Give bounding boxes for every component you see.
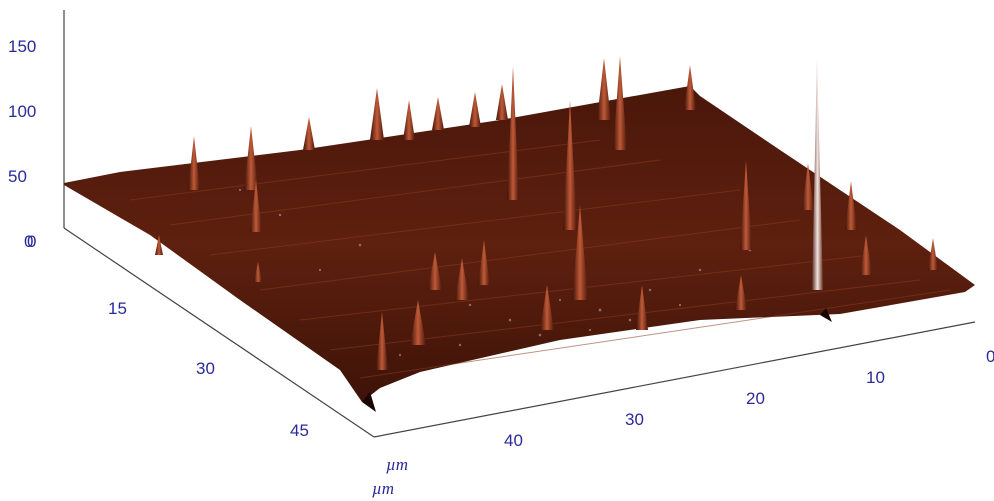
tallest-spike: [812, 58, 823, 290]
peak: [572, 205, 588, 300]
z-tick-label: 100: [8, 102, 36, 121]
z-tick-label: 50: [8, 167, 27, 186]
x-tick-label: 20: [746, 389, 765, 408]
peak: [469, 92, 481, 127]
peak: [507, 66, 519, 200]
y-tick-label: 45: [290, 421, 309, 440]
spike-base-shadow: [820, 308, 832, 322]
surface-plane: [64, 86, 975, 402]
peak: [250, 180, 262, 232]
peak: [155, 235, 163, 255]
x-tick-label: 10: [866, 368, 885, 387]
y-axis-line: [63, 227, 375, 438]
peak: [636, 285, 648, 330]
peak: [188, 136, 200, 190]
peak: [496, 84, 508, 120]
peak: [563, 100, 577, 230]
y-tick-label: 30: [196, 359, 215, 378]
peak: [303, 117, 315, 150]
peak: [432, 97, 444, 130]
peak: [370, 88, 384, 140]
x-tick-label: 30: [625, 410, 644, 429]
peak: [928, 238, 938, 270]
peak: [540, 285, 554, 330]
x-axis-unit: µm: [386, 455, 408, 474]
peak: [254, 262, 262, 282]
peak: [860, 235, 872, 275]
peak: [478, 240, 490, 285]
peak: [244, 126, 258, 190]
peak: [845, 181, 857, 230]
peak: [735, 275, 747, 310]
y-tick-label: 15: [108, 299, 127, 318]
z-axis-ticks: 150 100 50 0 0: [8, 37, 36, 251]
peak: [613, 56, 627, 150]
peak: [376, 312, 388, 370]
surface: [64, 86, 975, 402]
peak: [428, 252, 442, 290]
x-tick-label: 0: [986, 347, 994, 366]
z-tick-label: 0: [24, 232, 33, 251]
y-axis-ticks: 15 30 45: [108, 299, 309, 440]
y-axis-unit: µm: [372, 479, 394, 498]
x-tick-label: 40: [504, 431, 523, 450]
x-axis-line: [373, 321, 976, 438]
z-tick-label: 150: [8, 37, 36, 56]
z-tick-label-shadow: 0: [27, 232, 36, 251]
surface-peaks: [155, 56, 938, 370]
x-axis-ticks: 0 10 20 30 40: [504, 347, 994, 450]
peak: [410, 300, 426, 345]
peak: [740, 160, 752, 250]
peak: [403, 100, 415, 140]
peak: [802, 163, 814, 210]
peak: [455, 258, 469, 300]
peak: [684, 65, 696, 110]
peak: [597, 58, 611, 120]
front-edge-dip: [362, 392, 376, 412]
